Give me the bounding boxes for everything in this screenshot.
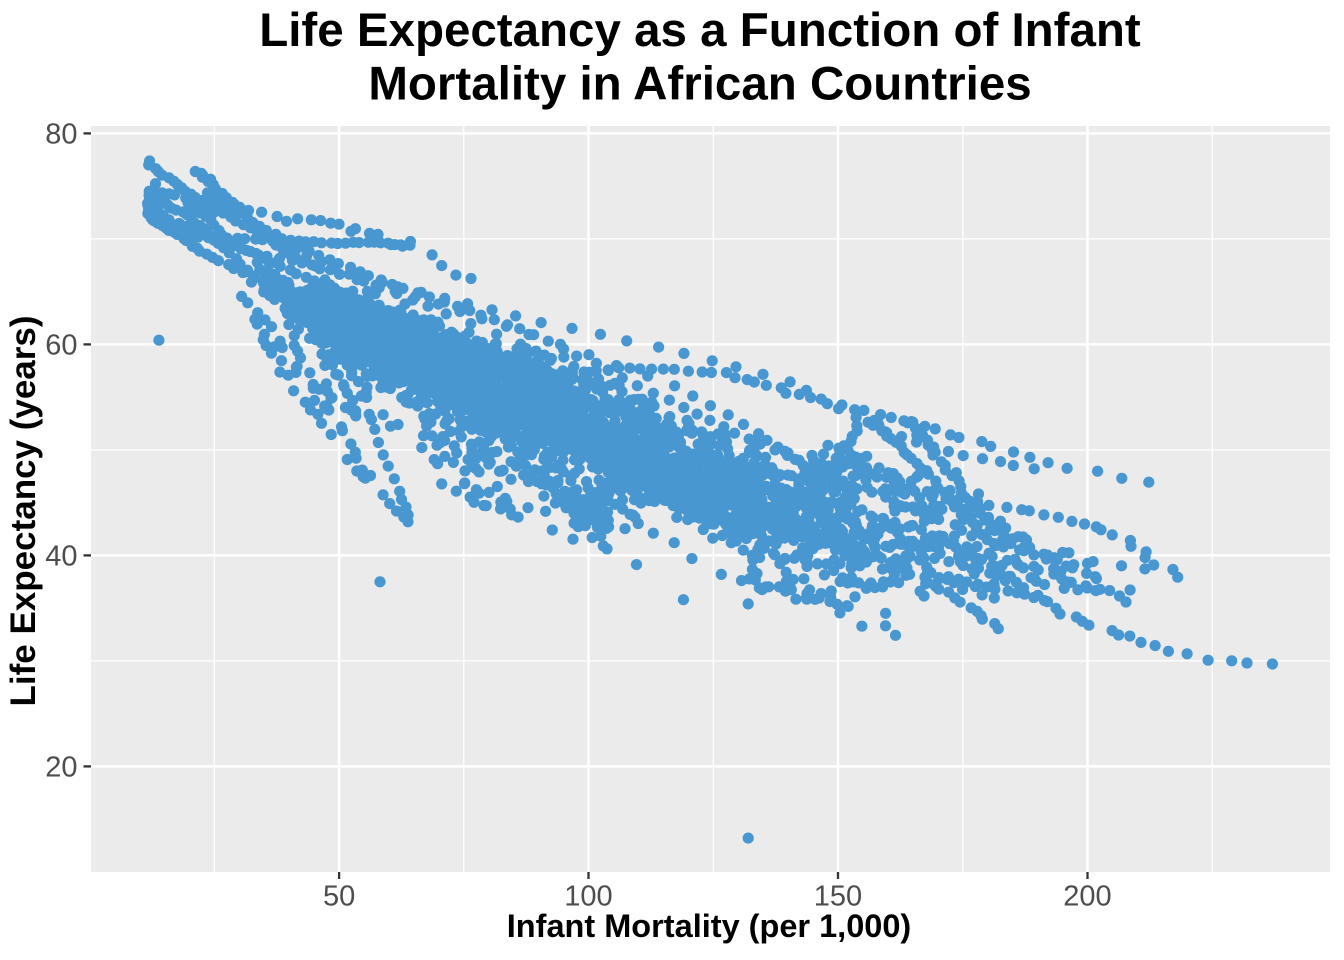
svg-text:200: 200 — [1063, 881, 1111, 913]
svg-text:Life Expectancy (years): Life Expectancy (years) — [4, 315, 43, 706]
svg-text:60: 60 — [45, 330, 77, 362]
svg-text:100: 100 — [564, 881, 612, 913]
svg-text:150: 150 — [814, 881, 862, 913]
svg-text:20: 20 — [45, 752, 77, 784]
svg-text:Infant Mortality (per 1,000): Infant Mortality (per 1,000) — [507, 908, 912, 944]
svg-text:40: 40 — [45, 541, 77, 573]
svg-text:Mortality in African Countries: Mortality in African Countries — [368, 58, 1031, 111]
svg-text:80: 80 — [45, 119, 77, 151]
svg-text:Life Expectancy as a Function: Life Expectancy as a Function of Infant — [259, 4, 1141, 57]
svg-text:50: 50 — [323, 881, 355, 913]
